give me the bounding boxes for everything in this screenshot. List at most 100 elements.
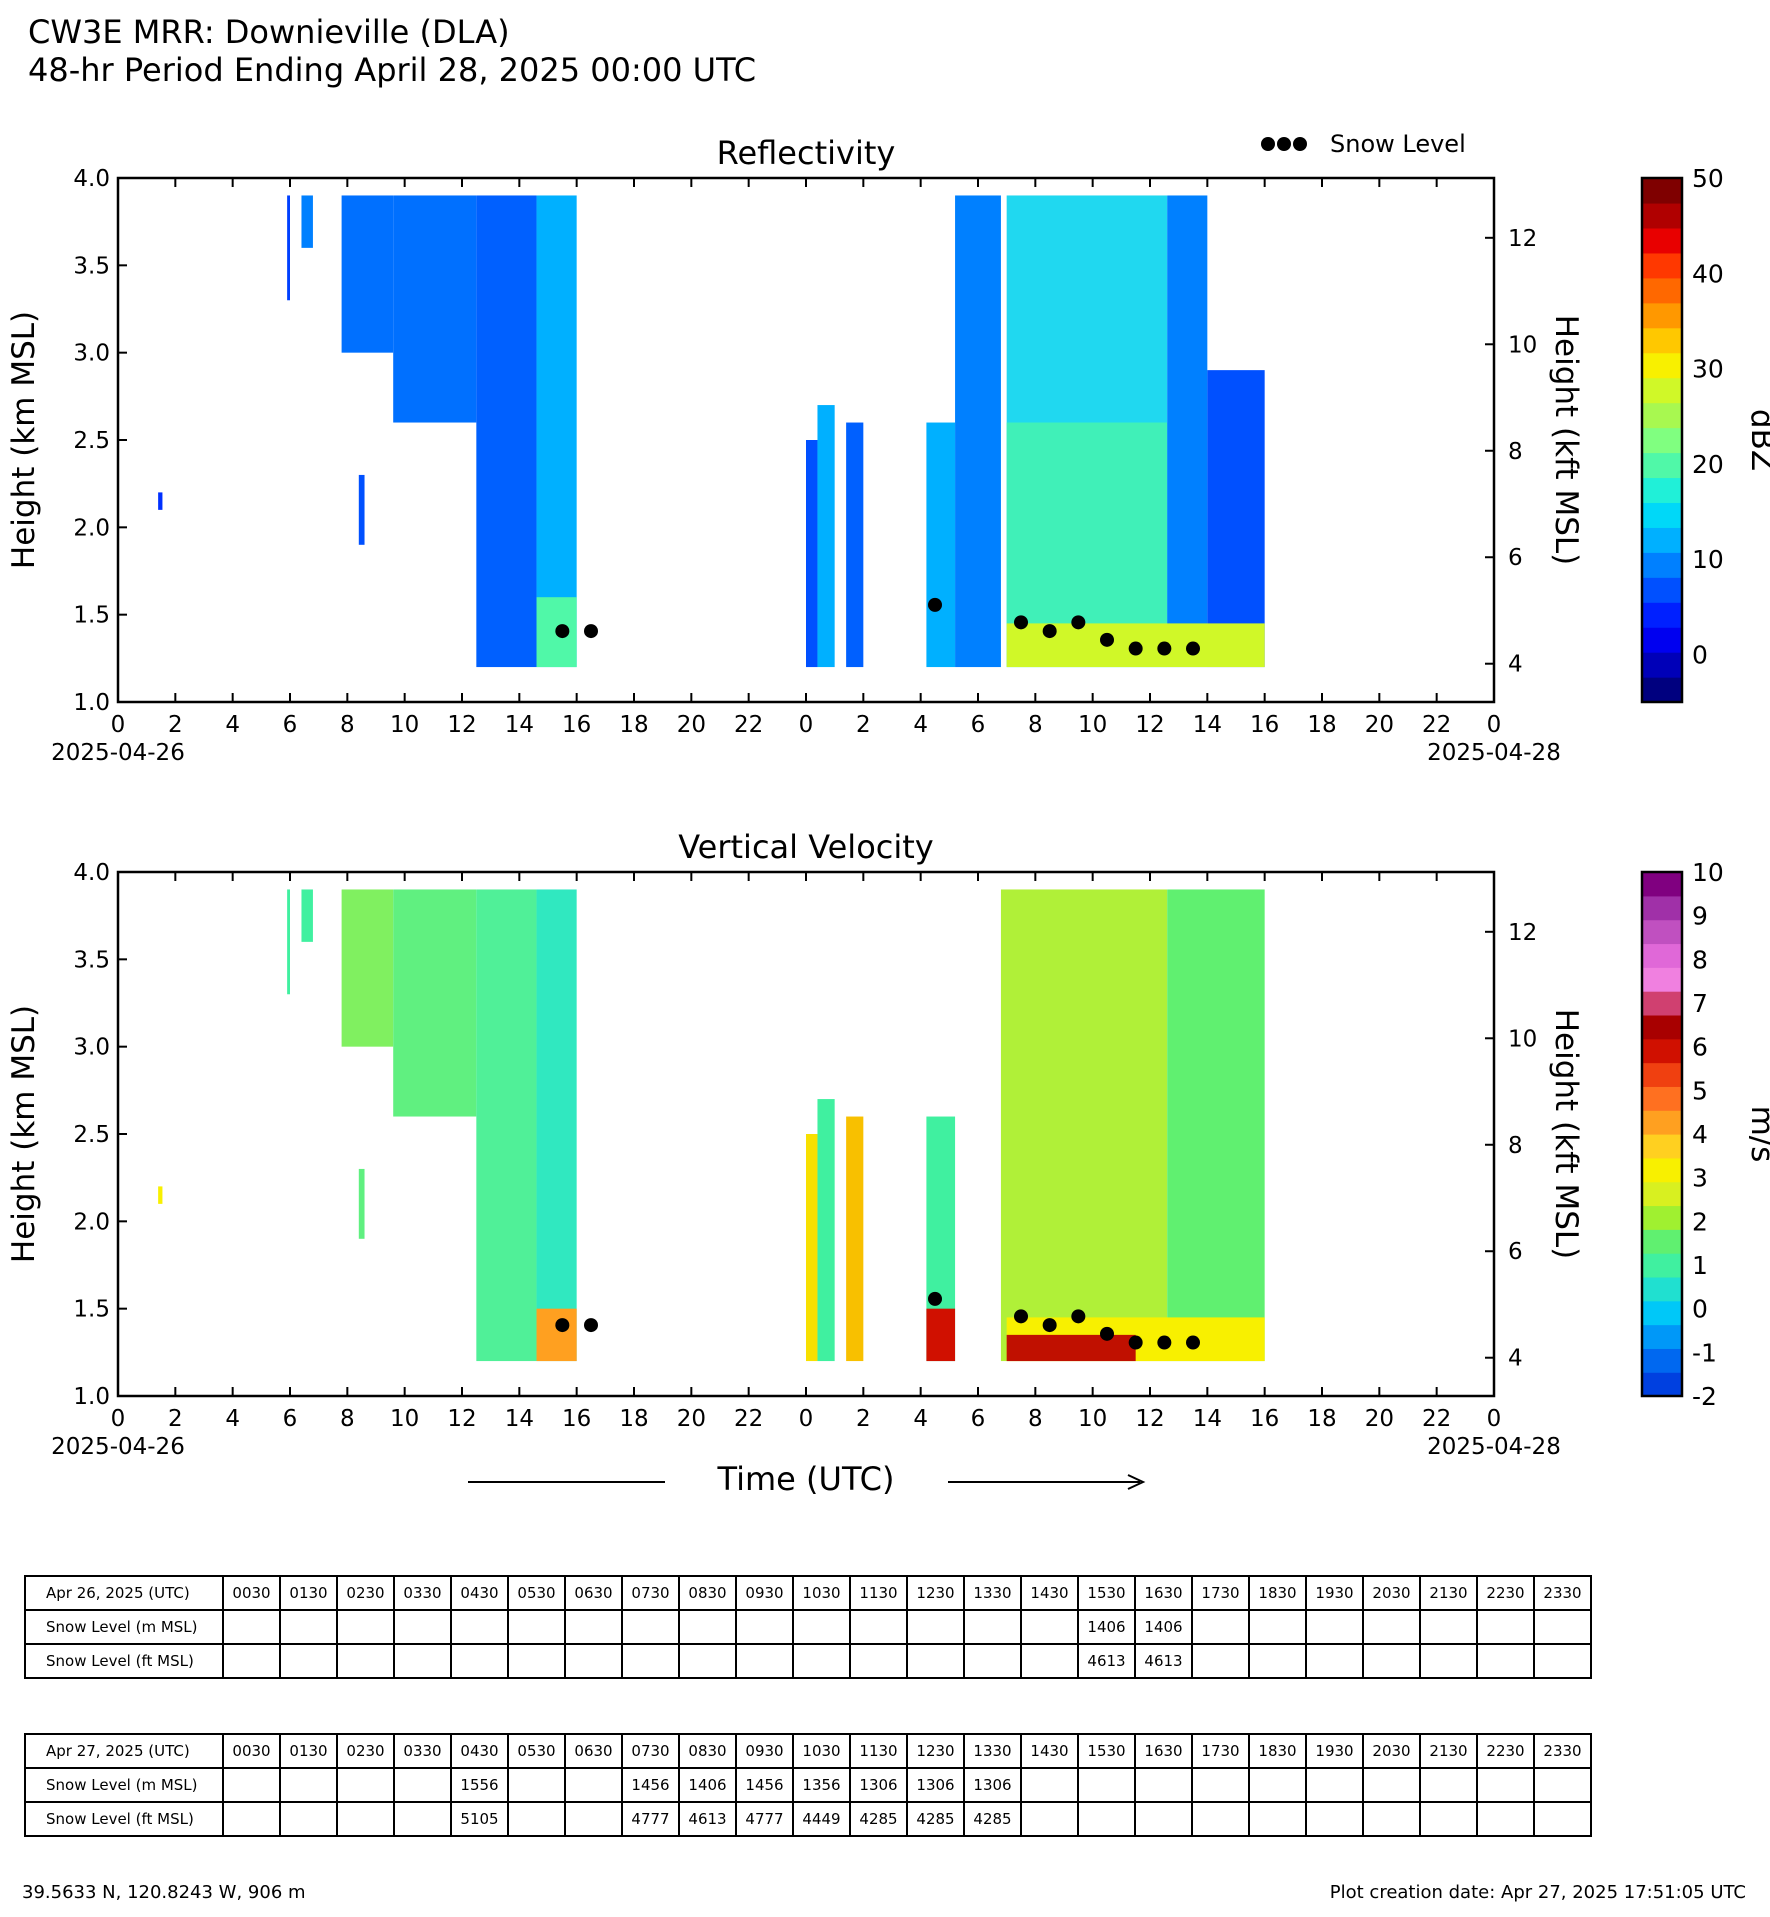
colorbar-label: dBZ — [1744, 409, 1770, 471]
table-time-header: 1330 — [963, 1733, 1022, 1769]
table-cell: 4777 — [621, 1801, 680, 1837]
echo-region — [817, 405, 835, 668]
legend-snow-level-label: Snow Level — [1330, 130, 1466, 158]
table-cell: 4285 — [963, 1801, 1022, 1837]
x-tick-label: 0 — [1487, 1406, 1502, 1432]
table-time-header: 0130 — [279, 1733, 338, 1769]
table-cell: 1306 — [906, 1767, 965, 1803]
x-tick-label: 18 — [619, 1406, 648, 1432]
y-tick-label: 2.0 — [73, 1209, 110, 1235]
table-cell — [222, 1801, 281, 1837]
table-cell — [963, 1609, 1022, 1645]
y-right-tick-label: 8 — [1508, 1133, 1523, 1159]
table-cell — [1362, 1643, 1421, 1679]
colorbar-tick-label: 1 — [1692, 1251, 1708, 1280]
snow-level-point — [1042, 624, 1057, 639]
colorbar-segment — [1642, 1348, 1682, 1373]
table-cell — [393, 1801, 452, 1837]
colorbar-tick-label: -1 — [1692, 1338, 1717, 1367]
snow-level-point — [555, 1318, 570, 1333]
colorbar-segment — [1642, 202, 1682, 229]
table-time-header: 1130 — [849, 1575, 908, 1611]
table-cell — [1362, 1801, 1421, 1837]
table-time-header: 1330 — [963, 1575, 1022, 1611]
table-cell — [564, 1767, 623, 1803]
y-right-tick-label: 4 — [1508, 1346, 1523, 1372]
x-end-date-label: 2025-04-28 — [1427, 1434, 1561, 1460]
colorbar-segment — [1642, 919, 1682, 945]
table-time-header: 0130 — [279, 1575, 338, 1611]
colorbar-segment — [1642, 627, 1682, 653]
colorbar-segment — [1642, 552, 1682, 578]
table-cell — [279, 1767, 338, 1803]
colorbar-segment — [1642, 527, 1682, 553]
y-tick-label: 2.5 — [73, 1122, 110, 1148]
snow-level-point — [1014, 1309, 1028, 1324]
colorbar-segment — [1642, 967, 1682, 992]
x-tick-label: 8 — [1028, 712, 1043, 738]
echo-region — [393, 889, 477, 1117]
snow-level-point — [584, 624, 598, 639]
table-cell: 4613 — [678, 1801, 737, 1837]
colorbar-segment — [1642, 895, 1682, 921]
colorbar-tick-label: 10 — [1692, 858, 1724, 887]
table-cell: 4613 — [1134, 1643, 1193, 1679]
x-tick-label: 22 — [1422, 712, 1451, 738]
x-tick-label: 0 — [1487, 712, 1502, 738]
y-axis-label: Height (km MSL) — [6, 1005, 42, 1263]
echo-region — [926, 422, 956, 668]
x-tick-label: 20 — [677, 1406, 706, 1432]
snow-level-point — [1100, 1326, 1114, 1341]
echo-region — [817, 1099, 835, 1362]
x-tick-label: 14 — [1193, 712, 1222, 738]
table-cell — [564, 1609, 623, 1645]
table-time-header: 1030 — [792, 1575, 851, 1611]
x-tick-label: 10 — [390, 712, 419, 738]
table-time-header: 0230 — [336, 1575, 395, 1611]
table-cell — [222, 1767, 281, 1803]
snow-level-point — [555, 624, 570, 639]
x-tick-label: 4 — [913, 712, 928, 738]
y-right-tick-label: 6 — [1508, 545, 1523, 571]
colorbar-segment — [1642, 1157, 1682, 1183]
table-cell — [507, 1643, 566, 1679]
table-cell — [507, 1767, 566, 1803]
table-cell — [1020, 1767, 1079, 1803]
colorbar-segment — [1642, 991, 1682, 1016]
x-tick-label: 16 — [1250, 1406, 1279, 1432]
table-time-header: 0530 — [507, 1733, 566, 1769]
table-time-header: 1230 — [906, 1733, 965, 1769]
table-cell — [279, 1801, 338, 1837]
table-time-header: 1430 — [1020, 1575, 1079, 1611]
echo-region — [287, 889, 290, 995]
colorbar-segment — [1642, 602, 1682, 628]
table-cell — [1533, 1801, 1592, 1837]
table-cell — [1419, 1643, 1478, 1679]
x-tick-label: 22 — [734, 1406, 763, 1432]
colorbar-segment — [1642, 277, 1682, 304]
echo-region — [358, 1168, 365, 1239]
y-tick-label: 1.5 — [73, 603, 110, 629]
table-cell — [792, 1609, 851, 1645]
table-time-header: 1630 — [1134, 1733, 1193, 1769]
table-time-header: 0030 — [222, 1575, 281, 1611]
colorbar-label: m/s — [1744, 1106, 1770, 1163]
table-cell — [1134, 1801, 1193, 1837]
y-axis-label: Height (km MSL) — [6, 311, 42, 569]
table-cell: 1456 — [621, 1767, 680, 1803]
colorbar-segment — [1642, 1062, 1682, 1087]
table-cell: 4285 — [849, 1801, 908, 1837]
table-time-header: 2030 — [1362, 1733, 1421, 1769]
table-cell: 1406 — [1134, 1609, 1193, 1645]
table-cell — [393, 1643, 452, 1679]
snow-level-point — [584, 1318, 598, 1333]
table-time-header: 2130 — [1419, 1575, 1478, 1611]
table-time-header: 0430 — [450, 1733, 509, 1769]
table-time-header: 1530 — [1077, 1575, 1136, 1611]
table-cell — [564, 1801, 623, 1837]
x-tick-label: 0 — [111, 712, 126, 738]
table-cell — [906, 1643, 965, 1679]
colorbar-segment — [1642, 178, 1682, 204]
snow-level-point — [1186, 1335, 1200, 1350]
table-cell — [279, 1609, 338, 1645]
